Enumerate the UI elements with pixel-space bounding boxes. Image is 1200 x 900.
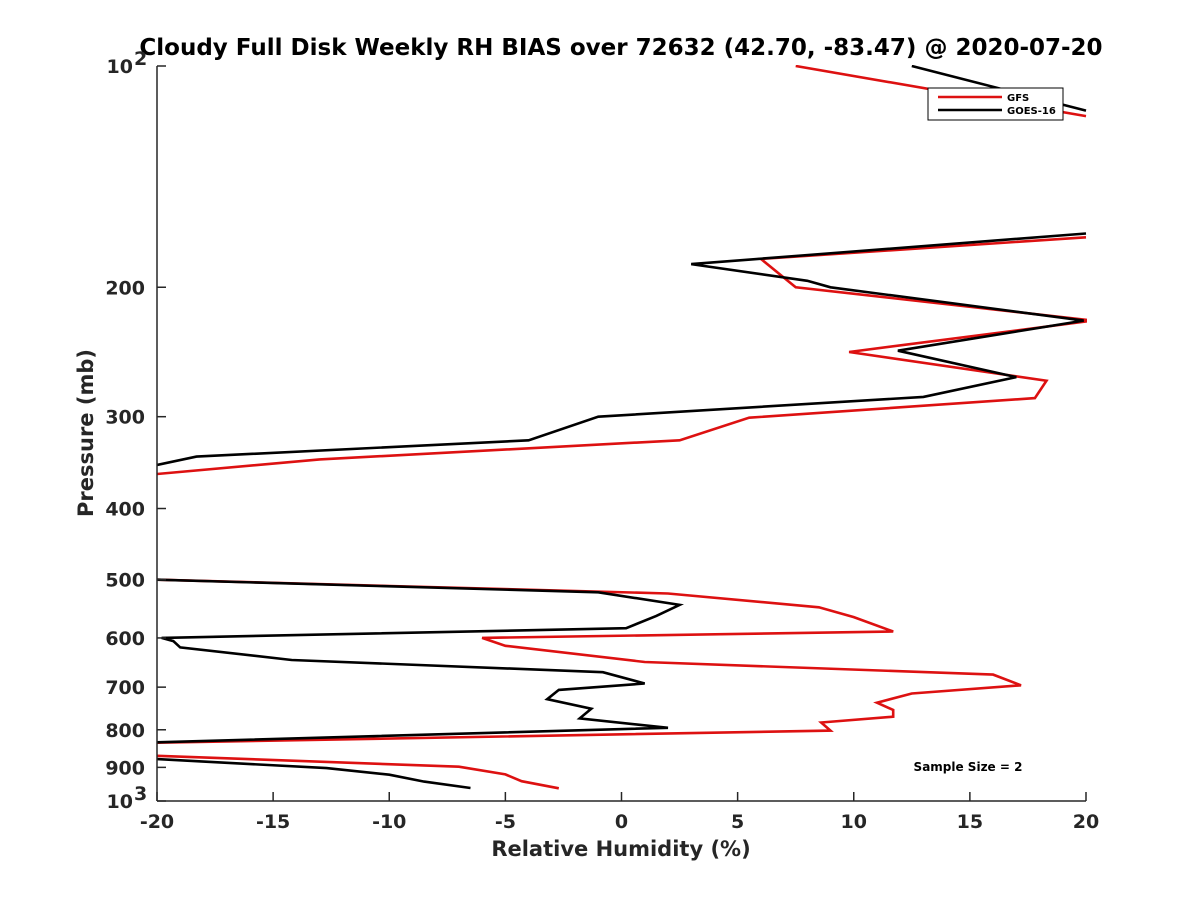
y-tick-label: 600 (105, 628, 145, 650)
legend-label-gfs: GFS (1007, 93, 1029, 104)
y-tick-label-exponent: 3 (134, 783, 147, 805)
legend-box (927, 87, 1064, 121)
y-tick-label: 400 (105, 499, 145, 521)
x-tick-label: 10 (841, 811, 867, 833)
y-tick-label: 800 (105, 720, 145, 742)
y-tick-label: 700 (105, 677, 145, 699)
legend: GFS GOES-16 (927, 87, 1064, 121)
chart-title: Cloudy Full Disk Weekly RH BIAS over 726… (139, 35, 1102, 61)
y-axis-label: Pressure (mb) (74, 349, 98, 517)
y-tick-label: 200 (105, 277, 145, 299)
x-tick-label: -10 (372, 811, 406, 833)
series-line-goes16-segment-3 (157, 578, 684, 744)
y-tick-label: 10 (107, 56, 133, 78)
x-axis-ticks: -20 -15 -10 -5 0 5 10 15 20 (140, 792, 1099, 833)
x-tick-label: 5 (731, 811, 744, 833)
x-tick-label: -20 (140, 811, 174, 833)
sample-size-annotation: Sample Size = 2 (914, 760, 1023, 774)
y-tick-label: 10 (107, 791, 133, 813)
legend-label-goes16: GOES-16 (1007, 106, 1056, 117)
series-line-goes16-segment-4 (157, 757, 471, 790)
y-tick-label: 300 (105, 407, 145, 429)
x-tick-label: -15 (256, 811, 290, 833)
y-tick-label-exponent: 2 (134, 48, 147, 70)
series-line-goes16-segment-2 (157, 232, 1087, 467)
x-tick-label: 20 (1073, 811, 1099, 833)
series-line-gfs-segment-3 (157, 578, 1022, 744)
series-line-gfs-segment-4 (157, 754, 560, 790)
x-tick-label: 15 (957, 811, 983, 833)
x-axis-label: Relative Humidity (%) (491, 837, 750, 861)
x-tick-label: 0 (615, 811, 628, 833)
y-tick-label: 900 (105, 757, 145, 779)
plot-area (157, 65, 1087, 790)
x-tick-label: -5 (495, 811, 516, 833)
y-tick-label: 500 (105, 570, 145, 592)
